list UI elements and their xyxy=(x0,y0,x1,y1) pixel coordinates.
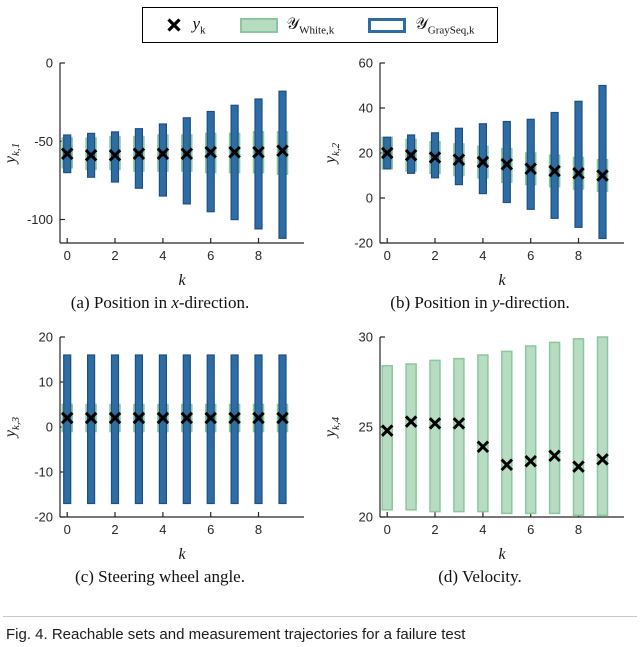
legend: yk 𝒴White,k 𝒴GraySeq,k xyxy=(142,7,498,44)
legend-label-white: 𝒴White,k xyxy=(286,14,335,37)
svg-text:2: 2 xyxy=(431,522,438,537)
caption-b: (b) Position in y-direction. xyxy=(390,293,570,313)
chart-c-canvas: -20 -10 0 10 20 0 2 4 6 8 yk,3 k xyxy=(2,330,304,563)
svg-text:0: 0 xyxy=(64,522,71,537)
figure-caption: Fig. 4. Reachable sets and measurement t… xyxy=(3,616,637,647)
subplot-b: -20 0 20 40 60 0 2 4 6 8 yk,2 k (b) Position in y-d… xyxy=(320,53,640,327)
subplot-d: 20 25 30 0 2 4 6 8 yk,4 k (d) Velocity. xyxy=(320,327,640,601)
svg-text:-20: -20 xyxy=(34,510,53,525)
legend-item-measurement: yk xyxy=(165,14,206,37)
svg-text:0: 0 xyxy=(46,420,53,435)
svg-text:2: 2 xyxy=(111,248,118,263)
grayseq-set-swatch xyxy=(368,17,407,33)
svg-text:0: 0 xyxy=(64,248,71,263)
x-marker-icon xyxy=(167,18,182,32)
svg-text:-100: -100 xyxy=(27,212,53,227)
svg-text:0: 0 xyxy=(384,522,391,537)
svg-text:-20: -20 xyxy=(354,236,373,251)
svg-text:10: 10 xyxy=(39,375,53,390)
svg-text:6: 6 xyxy=(207,522,214,537)
chart-b-canvas: -20 0 20 40 60 0 2 4 6 8 yk,2 k xyxy=(322,56,624,289)
svg-text:8: 8 xyxy=(575,522,582,537)
svg-text:4: 4 xyxy=(479,248,486,263)
svg-text:yk,3: yk,3 xyxy=(2,417,22,440)
svg-text:25: 25 xyxy=(359,420,373,435)
subplot-grid: 0 -50 -100 0 2 4 6 8 yk,1 k (a) Position in x-dir… xyxy=(0,53,640,601)
svg-text:8: 8 xyxy=(575,248,582,263)
chart-d-canvas: 20 25 30 0 2 4 6 8 yk,4 k xyxy=(322,330,624,563)
svg-text:2: 2 xyxy=(431,248,438,263)
svg-text:2: 2 xyxy=(111,522,118,537)
svg-text:8: 8 xyxy=(255,248,262,263)
legend-item-white-set: 𝒴White,k xyxy=(239,14,335,37)
svg-text:yk,4: yk,4 xyxy=(322,417,342,440)
svg-text:-10: -10 xyxy=(34,465,53,480)
svg-text:4: 4 xyxy=(479,522,486,537)
svg-text:20: 20 xyxy=(359,146,373,161)
svg-text:60: 60 xyxy=(359,56,373,71)
svg-text:4: 4 xyxy=(159,522,166,537)
subplot-c: -20 -10 0 10 20 0 2 4 6 8 yk,3 k (c) Steering wheel… xyxy=(0,327,320,601)
caption-a: (a) Position in x-direction. xyxy=(70,293,250,313)
svg-text:20: 20 xyxy=(39,330,53,345)
caption-d: (d) Velocity. xyxy=(438,567,522,587)
svg-text:6: 6 xyxy=(527,248,534,263)
svg-text:k: k xyxy=(178,272,186,289)
svg-text:40: 40 xyxy=(359,101,373,116)
svg-text:k: k xyxy=(498,272,506,289)
legend-label-yk: yk xyxy=(192,14,206,37)
svg-text:yk,2: yk,2 xyxy=(322,143,342,166)
legend-label-grayseq: 𝒴GraySeq,k xyxy=(415,14,475,37)
svg-text:0: 0 xyxy=(46,56,53,71)
svg-text:0: 0 xyxy=(366,191,373,206)
svg-text:k: k xyxy=(498,546,506,563)
caption-c: (c) Steering wheel angle. xyxy=(75,567,245,587)
svg-text:k: k xyxy=(178,546,186,563)
svg-text:30: 30 xyxy=(359,330,373,345)
svg-text:0: 0 xyxy=(384,248,391,263)
svg-text:20: 20 xyxy=(359,510,373,525)
svg-text:6: 6 xyxy=(207,248,214,263)
legend-item-grayseq-set: 𝒴GraySeq,k xyxy=(368,14,475,37)
chart-a-canvas: 0 -50 -100 0 2 4 6 8 yk,1 k xyxy=(2,56,304,289)
white-set-swatch xyxy=(239,17,278,33)
svg-text:6: 6 xyxy=(527,522,534,537)
svg-text:8: 8 xyxy=(255,522,262,537)
svg-text:yk,1: yk,1 xyxy=(2,143,22,165)
svg-text:-50: -50 xyxy=(34,134,53,149)
svg-text:4: 4 xyxy=(159,248,166,263)
subplot-a: 0 -50 -100 0 2 4 6 8 yk,1 k (a) Position in x-dir… xyxy=(0,53,320,327)
